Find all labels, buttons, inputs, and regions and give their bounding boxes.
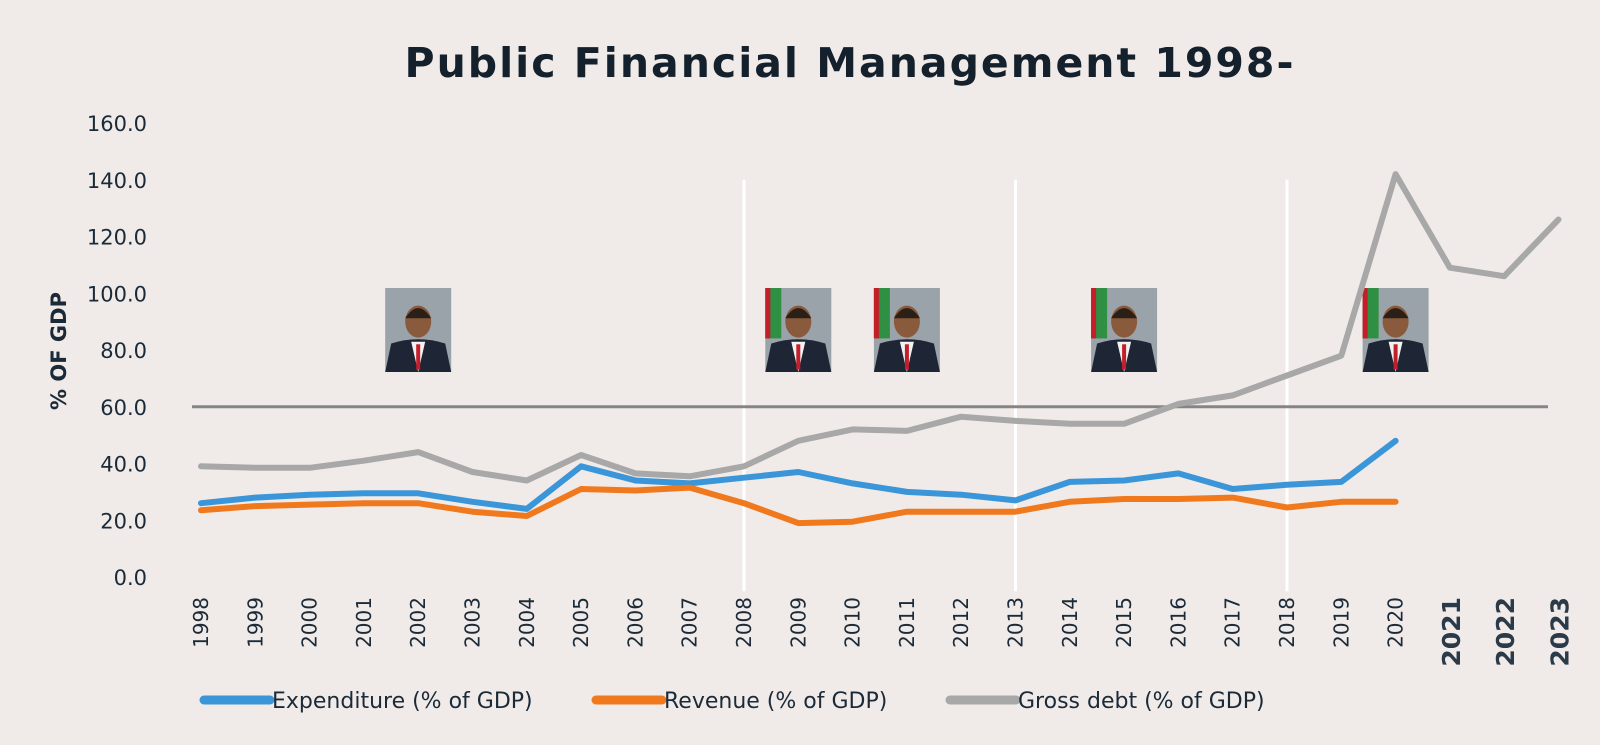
x-tick-label: 2011: [895, 597, 919, 648]
x-tick-label: 2012: [949, 597, 973, 648]
x-tick-label: 2016: [1166, 597, 1190, 648]
series-line-2: [198, 484, 1399, 527]
x-tick-label: 2022: [1491, 597, 1520, 667]
portrait-5: [1362, 288, 1429, 372]
portrait-3: [873, 288, 940, 372]
y-axis-label: % OF GDP: [47, 292, 71, 410]
portrait-1: [385, 288, 452, 372]
legend-label: Revenue (% of GDP): [664, 689, 887, 714]
chart-title: Public Financial Management 1998-: [405, 39, 1296, 87]
x-tick-label: 2000: [298, 597, 322, 648]
series-line-3: [198, 171, 1562, 484]
x-tick-label: 1999: [243, 597, 267, 648]
x-tick-label: 2018: [1275, 597, 1299, 648]
x-tick-label: 2006: [623, 597, 647, 648]
series-lines: [198, 171, 1562, 527]
x-tick-label: 2008: [732, 597, 756, 648]
x-tick-label: 2005: [569, 597, 593, 648]
portrait-2: [765, 288, 832, 372]
x-tick-label: 2021: [1437, 597, 1466, 667]
y-tick-label: 0.0: [114, 566, 147, 590]
x-tick-label: 2003: [461, 597, 485, 648]
x-tick-label: 1998: [189, 597, 213, 648]
portrait-4: [1091, 288, 1158, 372]
x-tick-label: 2015: [1112, 597, 1136, 648]
y-tick-label: 80.0: [100, 339, 147, 363]
y-tick-label: 140.0: [87, 169, 147, 193]
x-tick-label: 2004: [515, 597, 539, 648]
x-tick-label: 2017: [1221, 597, 1245, 648]
x-tick-label: 2001: [352, 597, 376, 648]
x-tick-label: 2009: [786, 597, 810, 648]
y-tick-label: 100.0: [87, 282, 147, 306]
legend-label: Gross debt (% of GDP): [1018, 689, 1265, 714]
x-tick-label: 2020: [1384, 597, 1408, 648]
x-tick-label: 2014: [1058, 597, 1082, 648]
y-tick-label: 120.0: [87, 226, 147, 250]
y-axis-ticks: 0.0 20.0 40.0 60.0 80.0 100.0 120.0 140.0 160.0: [87, 112, 147, 590]
series-line-1: [198, 437, 1399, 512]
y-tick-label: 60.0: [100, 396, 147, 420]
y-tick-label: 20.0: [100, 509, 147, 533]
x-tick-label: 2002: [406, 597, 430, 648]
legend: Expenditure (% of GDP) Revenue (% of GDP)…: [199, 689, 1265, 714]
y-tick-label: 40.0: [100, 453, 147, 477]
y-tick-label: 160.0: [87, 112, 147, 136]
portraits: [385, 288, 1429, 372]
legend-label: Expenditure (% of GDP): [272, 689, 533, 714]
x-axis-ticks: 1998 1999 2000 2001 2002 2003 2004 2005 2006 2007…: [189, 597, 1575, 667]
period-dividers: [742, 179, 1289, 592]
x-tick-label: 2013: [1004, 597, 1028, 648]
x-tick-label: 2010: [841, 597, 865, 648]
x-tick-label: 2019: [1329, 597, 1353, 648]
x-tick-label: 2023: [1546, 597, 1575, 667]
x-tick-label: 2007: [678, 597, 702, 648]
